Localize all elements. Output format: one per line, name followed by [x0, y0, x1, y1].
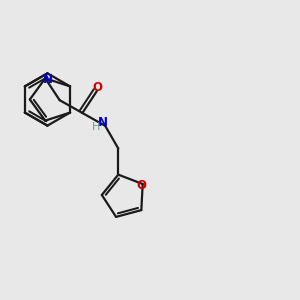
Text: N: N [43, 73, 52, 86]
Text: N: N [98, 116, 108, 129]
Text: O: O [92, 81, 102, 94]
Text: O: O [136, 179, 146, 192]
Text: H: H [92, 122, 100, 132]
